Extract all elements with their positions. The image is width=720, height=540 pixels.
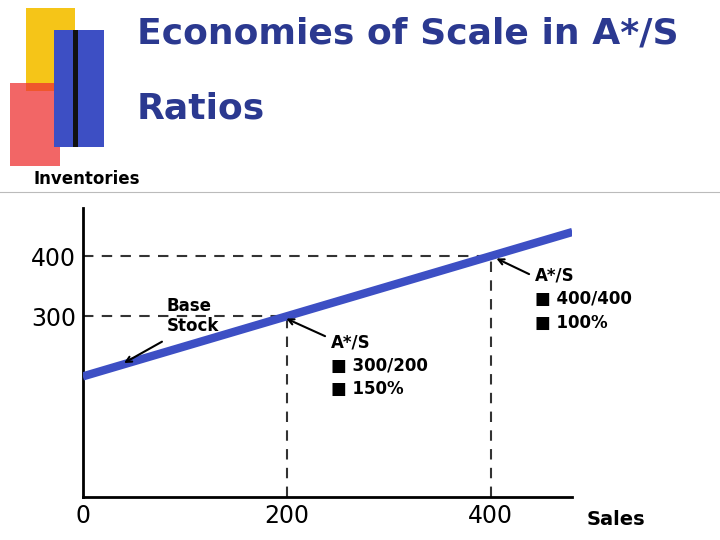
Text: Sales: Sales [587,510,646,529]
Bar [26,8,75,91]
Text: Economies of Scale in A*/S: Economies of Scale in A*/S [137,16,678,50]
Bar [10,83,60,166]
Text: Ratios: Ratios [137,92,265,126]
Text: Inventories: Inventories [34,170,140,188]
Text: A*/S
■ 400/400
■ 100%: A*/S ■ 400/400 ■ 100% [535,267,631,332]
Bar [73,30,78,147]
Bar [55,30,104,147]
Text: Base
Stock: Base Stock [166,296,219,335]
Text: A*/S
■ 300/200
■ 150%: A*/S ■ 300/200 ■ 150% [330,333,428,399]
